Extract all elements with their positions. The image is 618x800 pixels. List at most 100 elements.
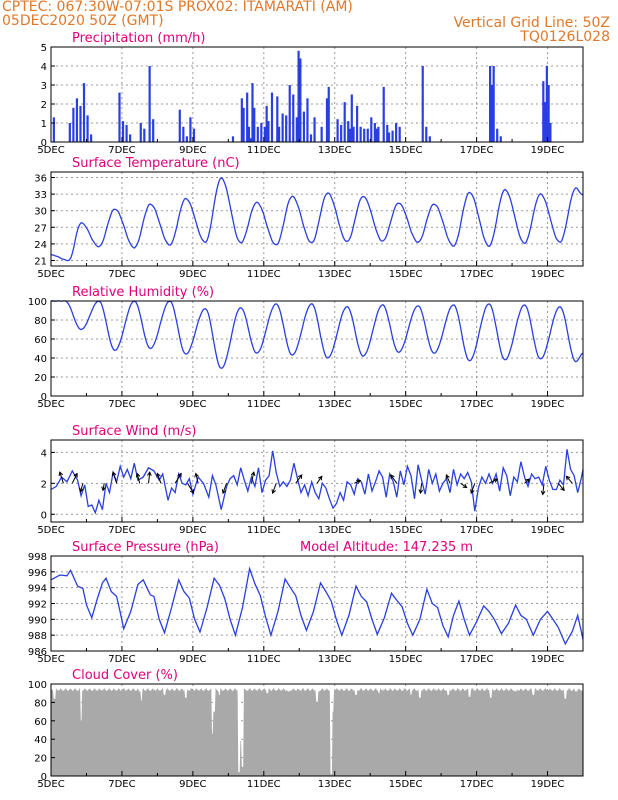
precip-bar <box>276 96 279 142</box>
x-tick-label: 15DEC <box>389 779 423 790</box>
x-tick-label: 5DEC <box>37 525 64 536</box>
panel-cloud: 5DEC 7DEC 9DEC 11DEC 13DEC 15DEC 17DEC 19DEC 0 20… <box>28 668 584 790</box>
series-line-rh <box>50 300 584 370</box>
y-tick-label: 0 <box>41 510 47 521</box>
y-tick-label: 4 <box>41 62 47 73</box>
precip-bar <box>72 107 75 142</box>
wind-arrow-head <box>111 471 117 477</box>
x-tick-label: 17DEC <box>460 145 494 156</box>
wind-arrow <box>102 483 105 491</box>
x-tick-label: 7DEC <box>108 269 135 280</box>
wind-arrow <box>488 478 498 484</box>
precip-bar <box>375 128 378 142</box>
wind-arrow-head <box>445 473 450 479</box>
precip-bar <box>192 128 196 142</box>
y-tick-label: 33 <box>34 190 47 201</box>
precip-bar <box>377 126 380 142</box>
precip-bar <box>292 94 295 142</box>
panel-wind: 5DEC 7DEC 9DEC 11DEC 13DEC 15DEC 17DEC 19DEC 0 2 4… <box>37 424 584 536</box>
wind-arrow <box>148 472 151 484</box>
x-tick-label: 19DEC <box>531 779 565 790</box>
precip-bar <box>496 128 499 142</box>
wind-arrow <box>419 483 423 494</box>
precip-bar <box>246 92 249 142</box>
panel-rh: 5DEC 7DEC 9DEC 11DEC 13DEC 15DEC 17DEC 19DEC 0 20… <box>28 285 584 410</box>
precip-bar <box>281 113 284 142</box>
y-tick-label: 30 <box>34 207 47 218</box>
wind-arrow-head <box>221 489 227 495</box>
wind-arrow-head <box>318 475 323 481</box>
precip-bar <box>178 109 181 142</box>
x-tick-label: 13DEC <box>318 654 352 665</box>
y-tick-label: 994 <box>28 584 47 595</box>
x-tick-label: 5DEC <box>37 779 64 790</box>
cloud-area <box>51 686 583 776</box>
wind-arrow <box>316 476 323 484</box>
x-tick-label: 15DEC <box>389 269 423 280</box>
y-tick-label: 4 <box>41 448 47 459</box>
series-line-temp <box>50 176 584 262</box>
wind-arrow-head <box>493 478 499 483</box>
y-tick-label: 988 <box>28 631 47 642</box>
x-tick-label: 13DEC <box>318 525 352 536</box>
precip-bar <box>490 85 493 142</box>
x-tick-label: 7DEC <box>108 654 135 665</box>
y-tick-label: 996 <box>28 568 47 579</box>
series-line-wind <box>50 449 584 515</box>
precip-bar <box>325 98 329 142</box>
x-tick-label: 17DEC <box>460 654 494 665</box>
x-tick-label: 19DEC <box>531 654 565 665</box>
precip-bar <box>247 126 251 142</box>
precip-bar <box>340 124 343 142</box>
wind-arrow-head <box>194 472 199 478</box>
panel-title: Relative Humidity (%) <box>72 285 214 300</box>
wind-arrow-head <box>58 471 64 477</box>
x-tick-label: 7DEC <box>108 525 135 536</box>
x-tick-label: 9DEC <box>179 399 206 410</box>
precip-bar <box>492 66 495 142</box>
wind-arrow-head <box>135 472 141 478</box>
precip-bar <box>263 126 266 142</box>
wind-arrow-head <box>418 489 424 495</box>
precip-bar <box>129 134 132 142</box>
wind-arrow <box>524 478 530 484</box>
wind-arrow <box>565 475 573 484</box>
precip-bar <box>139 123 142 142</box>
wind-arrow-head <box>390 474 395 479</box>
precip-bar <box>242 107 245 142</box>
x-tick-label: 15DEC <box>389 654 423 665</box>
y-tick-label: 60 <box>34 717 47 728</box>
y-tick-label: 24 <box>34 240 47 251</box>
wind-arrow <box>250 472 255 484</box>
wind-arrow <box>354 480 361 484</box>
precip-bar <box>267 121 270 142</box>
wind-arrow <box>557 482 565 491</box>
precip-bar <box>240 98 243 142</box>
x-tick-label: 9DEC <box>179 654 206 665</box>
precip-bar <box>125 124 128 142</box>
wind-arrow <box>295 474 303 484</box>
panel-frame <box>50 300 584 397</box>
x-tick-label: 7DEC <box>108 779 135 790</box>
precip-bar <box>343 102 346 142</box>
wind-arrow-head <box>101 486 106 492</box>
y-tick-label: 998 <box>28 552 47 563</box>
wind-arrow <box>71 473 78 484</box>
precip-bar <box>251 83 254 142</box>
x-tick-label: 5DEC <box>37 145 64 156</box>
x-tick-label: 17DEC <box>460 779 494 790</box>
x-tick-label: 19DEC <box>531 525 565 536</box>
precip-bar <box>327 86 330 142</box>
y-tick-label: 100 <box>28 297 47 308</box>
precip-bar <box>350 94 353 142</box>
wind-arrow-head <box>79 487 84 493</box>
precip-bar <box>270 92 274 142</box>
wind-arrow-head <box>356 479 362 485</box>
panel-title: Surface Temperature (nC) <box>72 156 240 171</box>
wind-arrow <box>112 471 118 484</box>
precip-bar <box>185 136 188 142</box>
precip-bar <box>425 126 428 142</box>
y-tick-label: 20 <box>34 373 47 384</box>
precip-bar <box>52 117 55 142</box>
panel-subtitle: Model Altitude: 147.235 m <box>300 540 473 555</box>
